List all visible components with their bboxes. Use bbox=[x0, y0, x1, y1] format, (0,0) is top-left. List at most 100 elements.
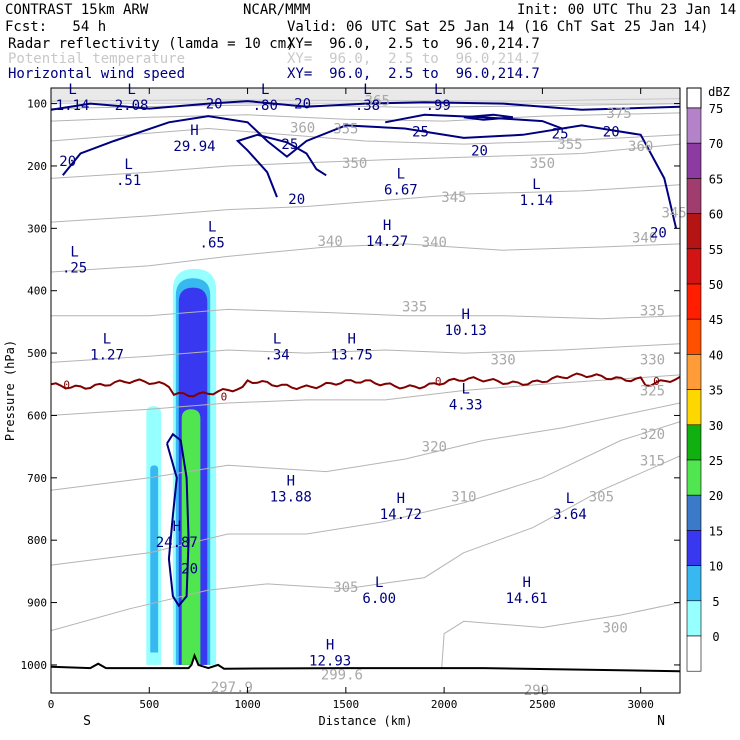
extremum-kind-20: H bbox=[173, 519, 181, 535]
wind-contour-5 bbox=[166, 432, 190, 608]
extremum-kind-2: L bbox=[261, 82, 269, 98]
theta-label-25: 355 bbox=[557, 137, 582, 153]
extremum-kind-5: H bbox=[190, 123, 198, 139]
theta-label-5: 340 bbox=[422, 235, 447, 251]
theta-label-9: 330 bbox=[640, 352, 665, 368]
colorbar-swatch-0 bbox=[686, 635, 702, 672]
extremum-value-11: .25 bbox=[62, 260, 87, 276]
wind-label-6: 20 bbox=[603, 125, 620, 141]
extremum-kind-1: L bbox=[127, 82, 135, 98]
theta-label-6: 335 bbox=[402, 299, 427, 315]
x-tick-label-2: 1000 bbox=[234, 698, 261, 711]
model-title: CONTRAST 15km ARW bbox=[5, 2, 149, 18]
theta-contour-9 bbox=[51, 127, 680, 145]
theta-label-21: 365 bbox=[365, 93, 390, 109]
extremum-value-0: 1.14 bbox=[56, 98, 90, 114]
field-xy-reflectivity: XY= 96.0, 2.5 to 96.0,214.7 bbox=[287, 36, 540, 52]
north-label: N bbox=[657, 714, 665, 729]
x-tick-label-0: 0 bbox=[48, 698, 55, 711]
theta-label-27: 345 bbox=[661, 206, 686, 222]
terrain-fill bbox=[51, 655, 680, 693]
colorbar-label-70: 70 bbox=[709, 137, 723, 151]
y-tick-label-9: 1000 bbox=[21, 659, 48, 672]
theta-contour-13 bbox=[439, 602, 680, 690]
colorbar-swatch-25 bbox=[686, 459, 702, 496]
extremum-value-13: 1.27 bbox=[90, 348, 124, 364]
field-name-wind: Horizontal wind speed bbox=[8, 66, 186, 82]
extremum-kind-9: L bbox=[208, 219, 216, 235]
freezing-level-line bbox=[51, 372, 680, 398]
theta-label-10: 325 bbox=[640, 384, 665, 400]
extremum-value-9: .65 bbox=[200, 235, 225, 251]
x-tick-label-5: 2500 bbox=[529, 698, 556, 711]
wind-label-10: 20 bbox=[181, 561, 198, 577]
field-xy-theta: XY= 96.0, 2.5 to 96.0,214.7 bbox=[287, 51, 540, 67]
theta-label-3: 340 bbox=[632, 231, 657, 247]
freezing-label-3: 0 bbox=[653, 375, 660, 388]
wind-contour-0 bbox=[51, 100, 680, 111]
extremum-kind-18: H bbox=[397, 491, 405, 507]
colorbar-swatch-5 bbox=[686, 600, 702, 637]
theta-label-16: 305 bbox=[333, 580, 358, 596]
x-tick-label-4: 2000 bbox=[431, 698, 458, 711]
wind-label-7: 20 bbox=[59, 154, 76, 170]
theta-contour-10 bbox=[51, 112, 680, 122]
theta-label-12: 320 bbox=[640, 427, 665, 443]
wind-contour-1 bbox=[62, 115, 678, 229]
extremum-value-7: 6.67 bbox=[384, 182, 418, 198]
theta-label-24: 360 bbox=[628, 139, 653, 155]
theta-contour-0 bbox=[51, 455, 680, 632]
wind-label-9: 20 bbox=[650, 226, 667, 242]
colorbar-label-25: 25 bbox=[709, 454, 723, 468]
extremum-kind-23: H bbox=[326, 637, 334, 653]
theta-contour-2 bbox=[51, 402, 680, 491]
y-tick-label-2: 300 bbox=[27, 222, 47, 235]
theta-label-13: 315 bbox=[640, 453, 665, 469]
south-label: S bbox=[83, 714, 91, 729]
theta-contour-6 bbox=[51, 243, 680, 273]
init-time: Init: 00 UTC Thu 23 Jan 14 bbox=[517, 2, 737, 18]
extremum-value-22: 14.61 bbox=[506, 591, 548, 607]
extremum-value-3: .38 bbox=[355, 98, 380, 114]
colorbar-label-35: 35 bbox=[709, 384, 723, 398]
colorbar-swatch-20 bbox=[686, 494, 702, 531]
colorbar-swatch-10 bbox=[686, 565, 702, 602]
freezing-label-0: 0 bbox=[63, 378, 70, 391]
colorbar-label-5: 5 bbox=[712, 595, 719, 609]
theta-contour-4 bbox=[51, 343, 680, 363]
extremum-kind-10: H bbox=[383, 218, 391, 234]
extremum-value-8: 1.14 bbox=[520, 193, 554, 209]
extremum-kind-0: L bbox=[68, 82, 76, 98]
colorbar-label-45: 45 bbox=[709, 313, 723, 327]
y-tick-label-4: 500 bbox=[27, 347, 47, 360]
colorbar-swatch-50 bbox=[686, 283, 702, 320]
colorbar-swatch-70 bbox=[686, 142, 702, 179]
y-axis-title: Pressure (hPa) bbox=[3, 340, 17, 441]
extremum-kind-15: H bbox=[348, 332, 356, 348]
extremum-kind-7: L bbox=[397, 166, 405, 182]
extremum-kind-14: L bbox=[273, 332, 281, 348]
theta-contour-5 bbox=[51, 308, 680, 320]
extremum-value-14: .34 bbox=[264, 348, 289, 364]
valid-time: Valid: 06 UTC Sat 25 Jan 14 (16 ChT Sat … bbox=[287, 19, 709, 35]
theta-label-18: 299.6 bbox=[321, 667, 363, 683]
colorbar-label-20: 20 bbox=[709, 489, 723, 503]
extremum-kind-4: L bbox=[434, 82, 442, 98]
plot-frame bbox=[50, 87, 681, 694]
x-axis-title: Distance (km) bbox=[319, 714, 413, 728]
extremum-value-18: 14.72 bbox=[380, 507, 422, 523]
x-tick-label-3: 1500 bbox=[333, 698, 360, 711]
colorbar-label-55: 55 bbox=[709, 243, 723, 257]
wind-contour-3 bbox=[385, 113, 563, 130]
theta-label-19: 297.9 bbox=[211, 680, 253, 696]
colorbar-label-50: 50 bbox=[709, 278, 723, 292]
colorbar-label-15: 15 bbox=[709, 524, 723, 538]
colorbar-swatch-35 bbox=[686, 389, 702, 426]
extremum-value-10: 14.27 bbox=[366, 234, 408, 250]
theta-label-0: 350 bbox=[342, 156, 367, 172]
colorbar-label-0: 0 bbox=[712, 630, 719, 644]
organization: NCAR/MMM bbox=[243, 2, 311, 18]
colorbar-top-cap bbox=[686, 87, 702, 109]
freezing-label-2: 0 bbox=[435, 375, 442, 388]
theta-label-15: 305 bbox=[589, 490, 614, 506]
